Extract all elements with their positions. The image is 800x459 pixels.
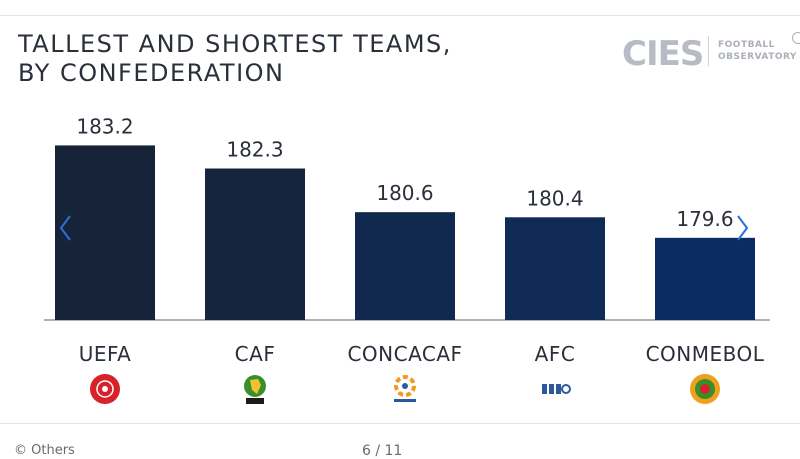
logo-subtitle-line-1: FOOTBALL <box>718 40 775 50</box>
category-label-concacaf: CONCACAF <box>347 342 462 366</box>
conmebol-emblem-icon <box>688 372 722 406</box>
page-indicator: 6 / 11 <box>362 443 403 459</box>
cies-logo-word: CIES <box>622 34 704 74</box>
bar-uefa <box>55 145 155 320</box>
data-label-conmebol: 179.6 <box>676 207 733 231</box>
football-icon <box>792 32 800 44</box>
bar-caf <box>205 168 305 320</box>
data-label-afc: 180.4 <box>526 186 583 210</box>
chart-title-line-2: BY CONFEDERATION <box>18 59 285 87</box>
cies-logo: CIES FOOTBALL OBSERVATORY <box>622 26 800 76</box>
top-divider <box>0 15 800 16</box>
data-label-caf: 182.3 <box>226 138 283 162</box>
bar-concacaf <box>355 212 455 320</box>
bottom-divider <box>0 423 800 424</box>
next-slide-button[interactable] <box>736 213 750 243</box>
prev-slide-button[interactable] <box>58 213 72 243</box>
afc-emblem-icon <box>538 372 572 406</box>
logo-subtitle-line-2: OBSERVATORY <box>718 52 797 62</box>
chevron-left-icon <box>59 215 71 241</box>
logo-subtitle: FOOTBALL OBSERVATORY <box>718 39 797 63</box>
category-label-caf: CAF <box>235 342 276 366</box>
caf-emblem-icon <box>238 372 272 406</box>
bar-afc <box>505 217 605 320</box>
uefa-emblem-icon <box>88 372 122 406</box>
bar-conmebol <box>655 237 755 320</box>
image-credit: © Others <box>14 443 75 458</box>
data-label-concacaf: 180.6 <box>376 181 433 205</box>
logo-divider <box>708 36 709 66</box>
chart-title-line-1: TALLEST AND SHORTEST TEAMS, <box>18 30 452 58</box>
category-label-uefa: UEFA <box>79 342 132 366</box>
chart-title: TALLEST AND SHORTEST TEAMS, BY CONFEDERA… <box>18 30 452 88</box>
category-label-afc: AFC <box>535 342 576 366</box>
category-label-conmebol: CONMEBOL <box>646 342 765 366</box>
data-label-uefa: 183.2 <box>76 114 133 138</box>
chevron-right-icon <box>737 215 749 241</box>
concacaf-emblem-icon <box>388 372 422 406</box>
